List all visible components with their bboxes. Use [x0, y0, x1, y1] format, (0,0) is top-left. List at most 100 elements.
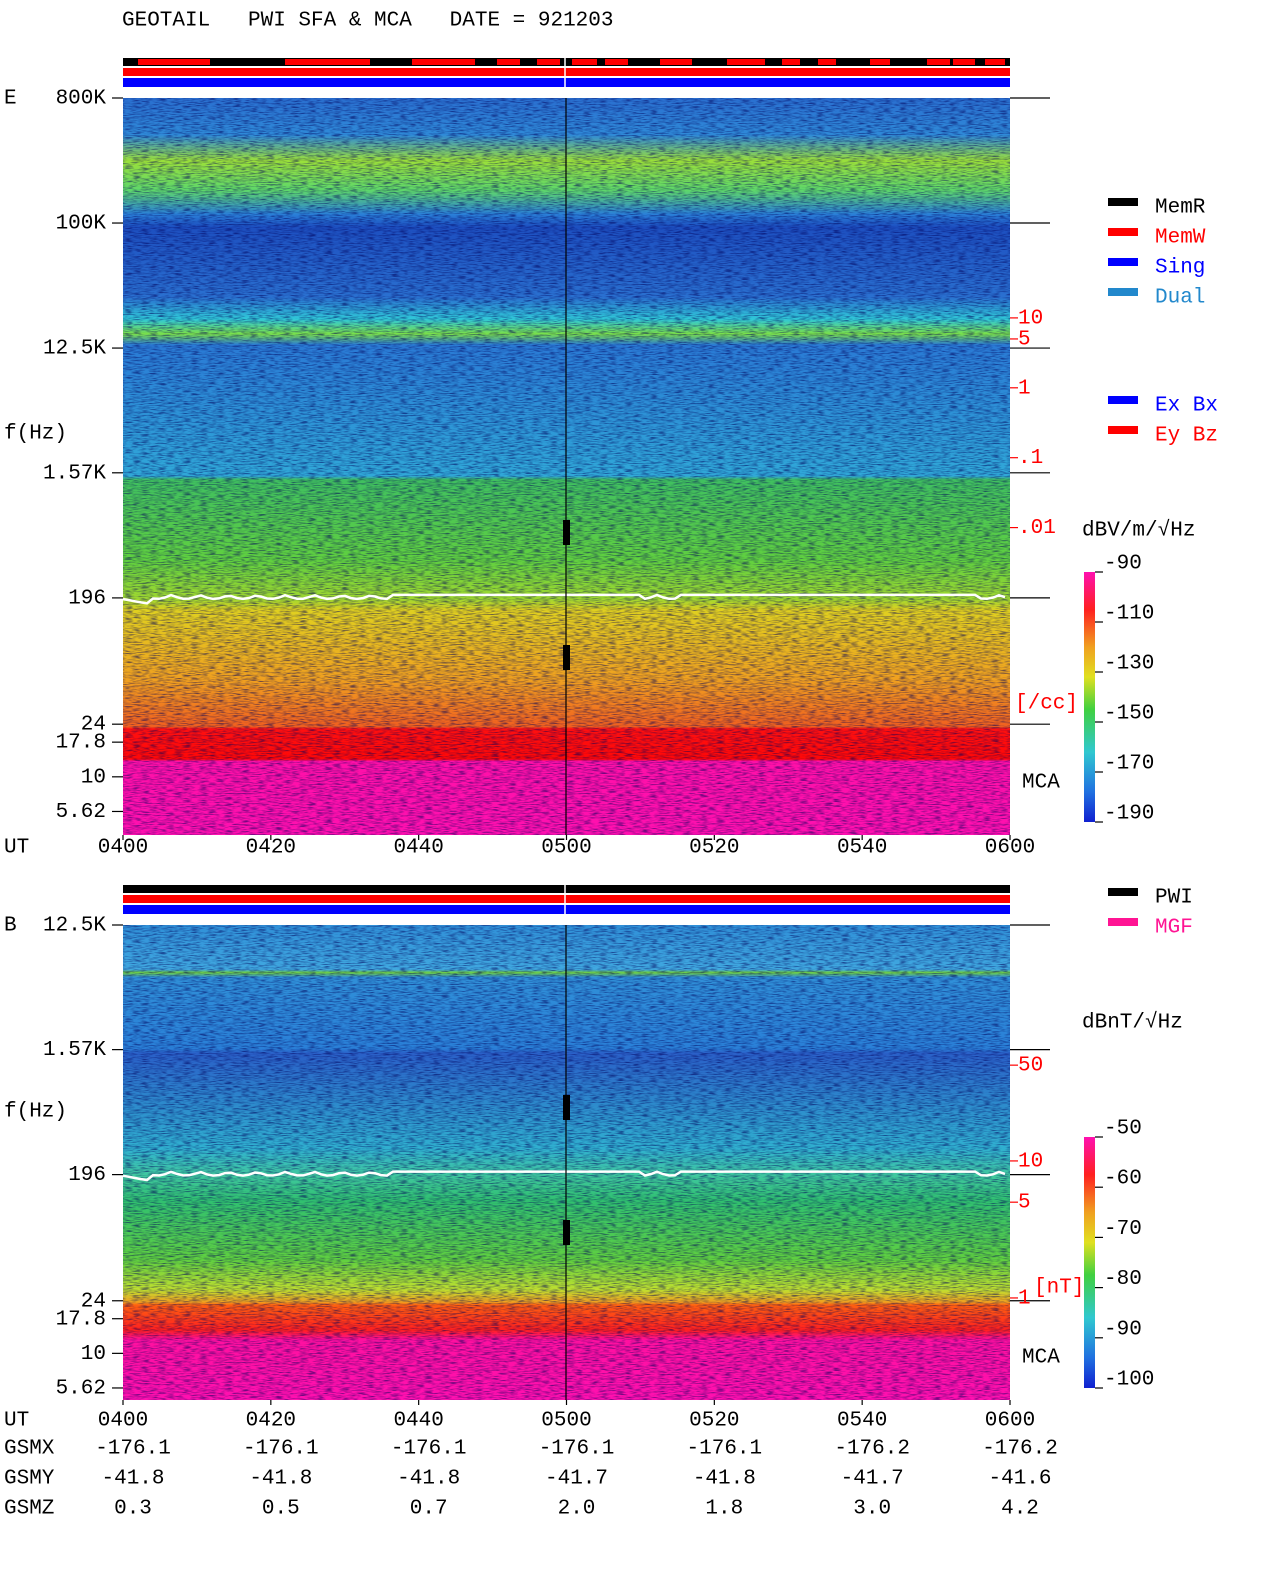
colorbar-tick-label: -110 [1104, 603, 1154, 626]
orbit-value: 4.2 [1001, 1498, 1039, 1521]
y-tick-label: 800K [56, 88, 107, 111]
status-bar [123, 905, 1010, 914]
x-tick-label: 0520 [689, 837, 739, 860]
legend-swatch [1108, 288, 1138, 296]
y2-tick-label: 1 [1018, 1288, 1031, 1311]
y-tick-label: 1.57K [43, 1039, 106, 1062]
orbit-value: -176.1 [243, 1438, 319, 1461]
panel-label: B [4, 915, 17, 938]
colorbar-tick-label: -190 [1104, 803, 1154, 826]
status-segment [412, 59, 475, 65]
status-bar [123, 895, 1010, 903]
y-tick-label: 5.62 [56, 1378, 106, 1401]
orbit-value: -41.8 [397, 1468, 460, 1491]
legend-label: MemR [1155, 197, 1206, 220]
orbit-row-name: GSMZ [4, 1498, 54, 1521]
status-bar [123, 78, 1010, 87]
gap-marker [563, 520, 570, 545]
y-tick-label: 24 [81, 714, 106, 737]
y-tick-label: 10 [81, 766, 106, 789]
status-bar [123, 58, 1010, 66]
x-tick-label: 0500 [541, 1410, 591, 1433]
status-segment [782, 59, 800, 65]
orbit-row-name: GSMY [4, 1468, 55, 1491]
x-tick-label: 0600 [985, 837, 1035, 860]
chart-title: GEOTAIL PWI SFA & MCA DATE = 921203 [122, 10, 613, 33]
status-segment [870, 59, 890, 65]
y2-tick-label: .01 [1018, 517, 1056, 540]
legend-swatch [1108, 426, 1138, 434]
orbit-value: 3.0 [853, 1498, 891, 1521]
orbit-value: -176.1 [687, 1438, 763, 1461]
legend-label: Ex Bx [1155, 395, 1218, 418]
colorbar-label: dBnT/√Hz [1082, 1011, 1183, 1035]
y-axis-label: f(Hz) [4, 423, 67, 446]
legend-label: MGF [1155, 917, 1193, 940]
y-tick-label: 17.8 [56, 1308, 106, 1331]
colorbar-label: dBV/m/√Hz [1082, 519, 1195, 543]
panel-label: E [4, 88, 17, 111]
x-tick-label: 0440 [393, 1410, 443, 1433]
y-tick-label: 5.62 [56, 801, 106, 824]
orbit-value: 1.8 [705, 1498, 743, 1521]
legend-swatch [1108, 396, 1138, 404]
mca-label: MCA [1022, 772, 1060, 795]
plasma-line [122, 593, 1006, 605]
x-tick-label: 0440 [393, 837, 443, 860]
y2-tick-label: .1 [1018, 447, 1043, 470]
orbit-value: 0.5 [262, 1498, 300, 1521]
orbit-value: 2.0 [558, 1498, 596, 1521]
y2-tick-label: 10 [1018, 307, 1043, 330]
legend-label: PWI [1155, 887, 1193, 910]
gap-marker [563, 645, 570, 670]
legend-label: MemW [1155, 227, 1206, 250]
status-bar [123, 68, 1010, 76]
gap-marker [563, 1220, 570, 1245]
colorbar-tick-label: -100 [1104, 1369, 1154, 1392]
legend-label: Sing [1155, 257, 1205, 280]
orbit-value: -176.1 [95, 1438, 171, 1461]
status-segment [818, 59, 836, 65]
y2-axis-label: [/cc] [1015, 693, 1078, 716]
colorbar-tick-label: -80 [1104, 1268, 1142, 1291]
legend-swatch [1108, 888, 1138, 896]
orbit-value: -176.2 [982, 1438, 1058, 1461]
legend-label: Ey Bz [1155, 425, 1218, 448]
y2-tick-label: 5 [1018, 328, 1031, 351]
legend-swatch [1108, 258, 1138, 266]
orbit-value: -41.8 [249, 1468, 312, 1491]
status-bar [123, 885, 1010, 893]
y-tick-label: 10 [81, 1343, 106, 1366]
status-segment [660, 59, 692, 65]
orbit-value: 0.3 [114, 1498, 152, 1521]
y-tick-label: 1.57K [43, 462, 106, 485]
colorbar-tick-label: -150 [1104, 703, 1154, 726]
status-segment [497, 59, 520, 65]
legend-swatch [1108, 228, 1138, 236]
legend-swatch [1108, 918, 1138, 926]
orbit-value: -176.2 [834, 1438, 910, 1461]
status-segment [605, 59, 628, 65]
status-segment [985, 59, 1005, 65]
plasma-line [122, 1170, 1006, 1182]
orbit-value: 0.7 [410, 1498, 448, 1521]
colorbar-tick-label: -170 [1104, 753, 1154, 776]
orbit-row-name: GSMX [4, 1438, 55, 1461]
status-segment [537, 59, 560, 65]
orbit-value: -41.7 [545, 1468, 608, 1491]
legend-swatch [1108, 198, 1138, 206]
x-tick-label: 0400 [98, 837, 148, 860]
colorbar-tick-label: -90 [1104, 553, 1142, 576]
orbit-value: -176.1 [539, 1438, 615, 1461]
x-tick-label: 0540 [837, 837, 887, 860]
y2-tick-label: 5 [1018, 1192, 1031, 1215]
orbit-value: -176.1 [391, 1438, 467, 1461]
colorbar-tick-label: -90 [1104, 1318, 1142, 1341]
x-tick-label: 0500 [541, 837, 591, 860]
x-tick-label: 0540 [837, 1410, 887, 1433]
x-tick-label: 0420 [246, 837, 296, 860]
status-segment [572, 59, 597, 65]
y2-tick-label: 1 [1018, 377, 1031, 400]
x-axis-label: UT [4, 837, 29, 860]
colorbar-tick-label: -130 [1104, 653, 1154, 676]
